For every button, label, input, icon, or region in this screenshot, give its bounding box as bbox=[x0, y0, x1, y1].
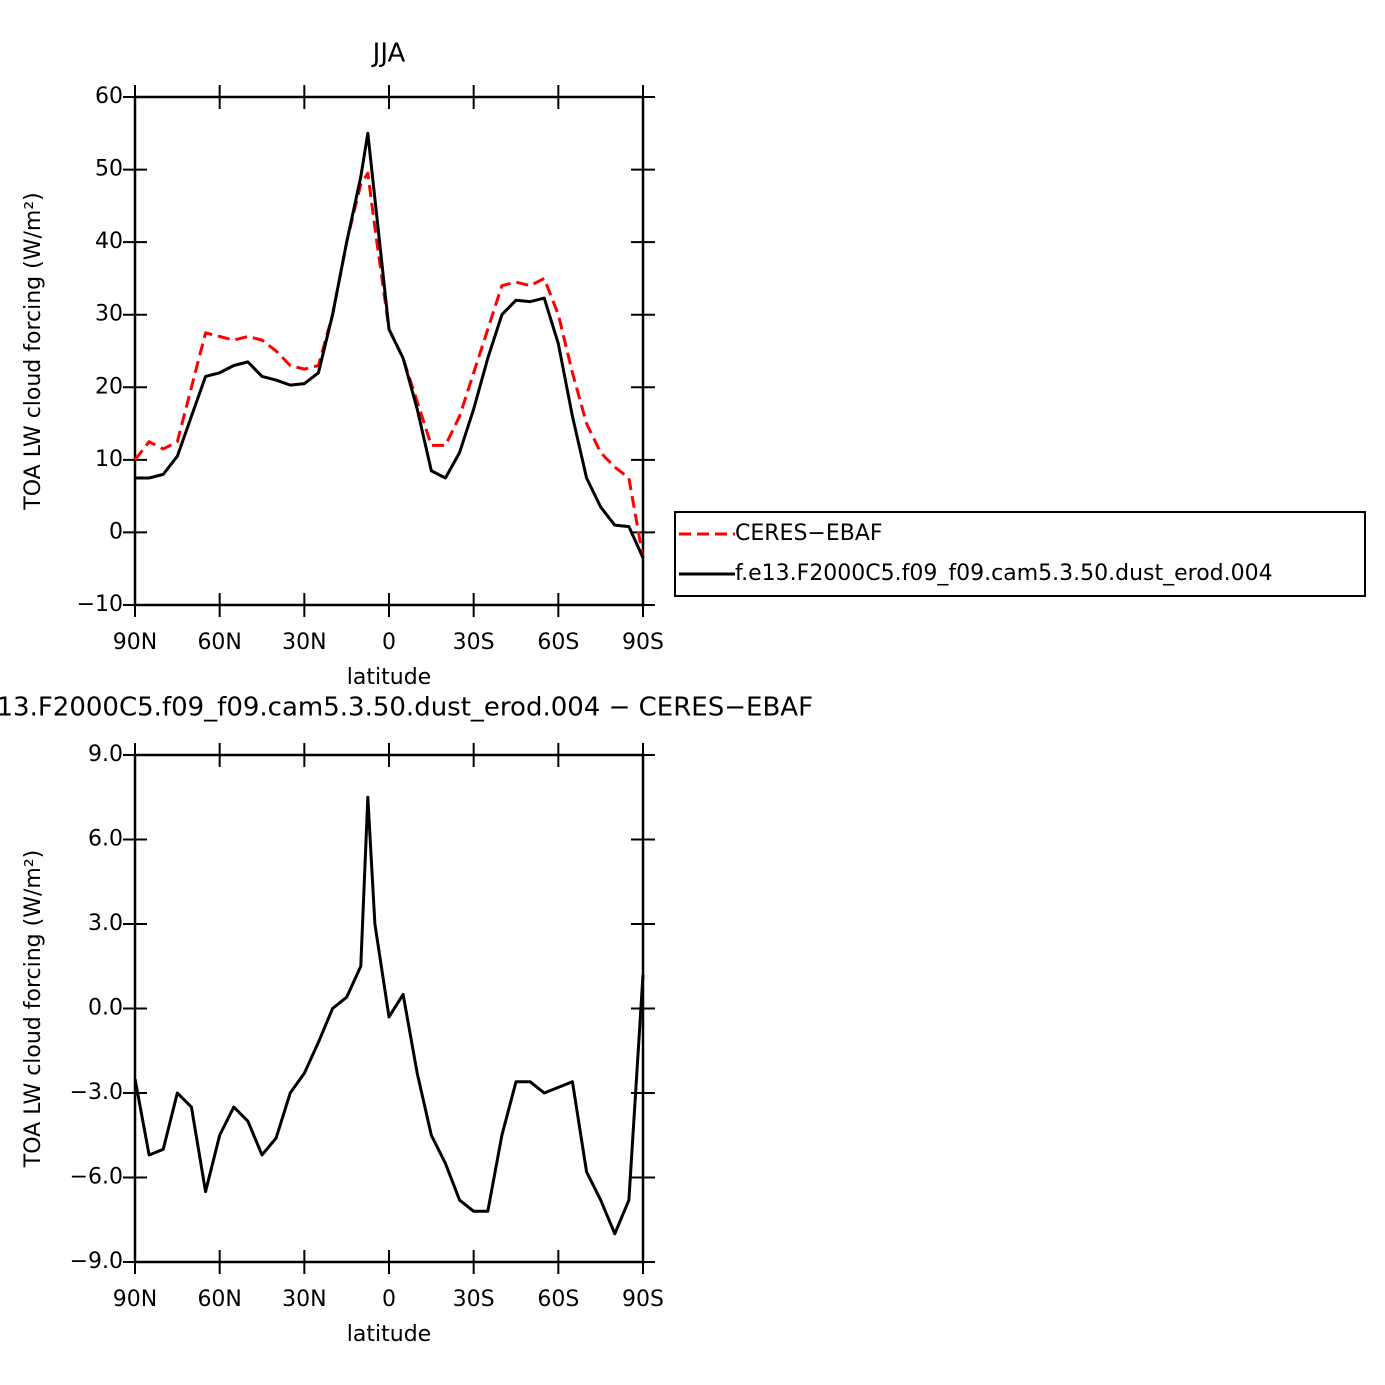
y-tick-label: 30 bbox=[95, 302, 123, 327]
plot-frame bbox=[133, 753, 645, 1264]
y-tick-label: 20 bbox=[95, 374, 123, 399]
y-tick-label: 50 bbox=[95, 157, 123, 182]
legend-label: f.e13.F2000C5.f09_f09.cam5.3.50.dust_ero… bbox=[735, 561, 1273, 586]
y-tick-label: 0.0 bbox=[88, 996, 123, 1021]
y-tick-label: 3.0 bbox=[88, 911, 123, 936]
y-tick-label: −3.0 bbox=[70, 1080, 123, 1105]
x-tick-label: 30S bbox=[453, 1287, 495, 1312]
x-tick-label: 60N bbox=[197, 1287, 241, 1312]
x-tick-label: 60N bbox=[197, 630, 241, 655]
x-tick-label: 90N bbox=[113, 630, 157, 655]
x-tick-label: 90N bbox=[113, 1287, 157, 1312]
x-tick-label: 90S bbox=[622, 630, 664, 655]
y-tick-label: 6.0 bbox=[88, 827, 123, 852]
chart-title: f.e13.F2000C5.f09_f09.cam5.3.50.dust_ero… bbox=[0, 693, 813, 723]
x-tick-label: 30N bbox=[282, 630, 326, 655]
y-tick-label: −6.0 bbox=[70, 1165, 123, 1190]
y-tick-label: 60 bbox=[95, 84, 123, 109]
x-tick-label: 0 bbox=[382, 630, 396, 655]
x-tick-label: 60S bbox=[537, 630, 579, 655]
y-tick-label: 0 bbox=[109, 519, 123, 544]
x-tick-label: 0 bbox=[382, 1287, 396, 1312]
chart-title: JJA bbox=[371, 39, 406, 69]
y-tick-label: −9.0 bbox=[70, 1249, 123, 1274]
y-axis-label: TOA LW cloud forcing (W/m²) bbox=[21, 850, 46, 1168]
plot-frame bbox=[133, 95, 645, 607]
data-line bbox=[135, 131, 645, 559]
y-tick-label: 10 bbox=[95, 447, 123, 472]
y-tick-label: 40 bbox=[95, 229, 123, 254]
y-tick-label: −10 bbox=[77, 592, 123, 617]
x-tick-label: 30S bbox=[453, 630, 495, 655]
x-tick-label: 30N bbox=[282, 1287, 326, 1312]
x-axis-label: latitude bbox=[347, 1322, 431, 1347]
x-tick-label: 90S bbox=[622, 1287, 664, 1312]
data-line bbox=[133, 795, 645, 1236]
x-tick-label: 60S bbox=[537, 1287, 579, 1312]
data-line bbox=[133, 171, 645, 559]
legend-label: CERES−EBAF bbox=[735, 521, 883, 546]
y-axis-label: TOA LW cloud forcing (W/m²) bbox=[21, 192, 46, 510]
y-tick-label: 9.0 bbox=[88, 742, 123, 767]
x-axis-label: latitude bbox=[347, 665, 431, 690]
legend-box bbox=[674, 511, 1366, 597]
